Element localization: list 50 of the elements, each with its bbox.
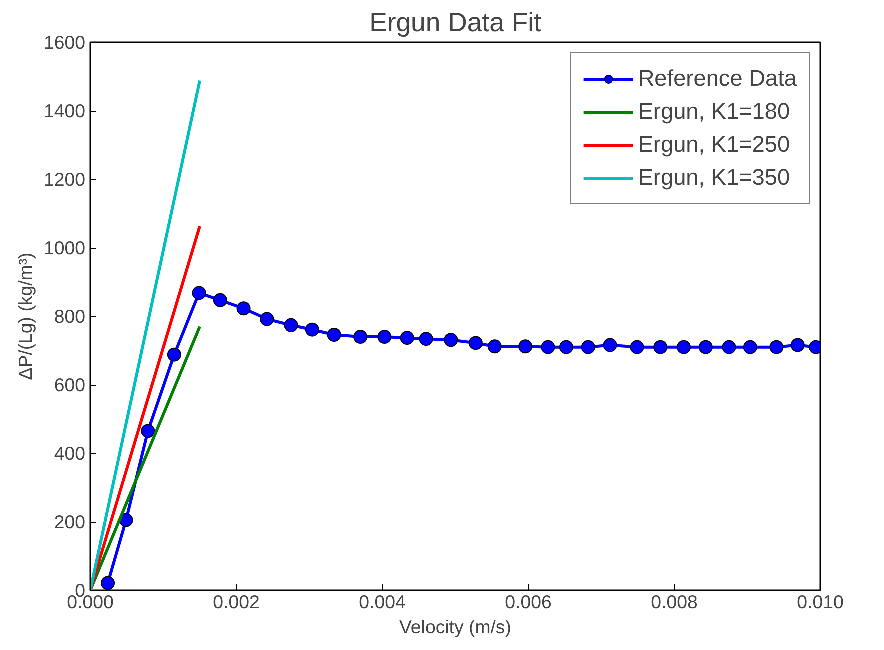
legend-label: Reference Data	[638, 65, 797, 92]
x-tick-label: 0.002	[213, 592, 260, 612]
y-tick-label: 1000	[44, 238, 86, 258]
legend-label: Ergun, K1=350	[638, 164, 790, 191]
point	[518, 340, 533, 354]
point	[284, 318, 298, 332]
x-axis-title: Velocity (m/s)	[400, 616, 512, 638]
point	[260, 312, 274, 326]
point	[378, 330, 392, 344]
x-tick-label: 0.010	[797, 592, 844, 612]
y-tick-label: 1200	[44, 169, 86, 190]
point	[213, 293, 228, 308]
legend-label: Ergun, K1=250	[638, 131, 790, 158]
y-tick-label: 1600	[44, 32, 86, 53]
point	[654, 340, 668, 354]
x-tick-label: 0.004	[359, 592, 406, 612]
point	[790, 338, 805, 352]
y-tick-label: 600	[54, 374, 86, 396]
point	[400, 331, 414, 346]
y-tick-label: 400	[54, 443, 86, 464]
point	[676, 340, 691, 354]
y-axis-title: ΔP/(Lg) (kg/m³)	[14, 252, 36, 380]
point	[559, 340, 574, 354]
point	[630, 340, 644, 354]
point	[101, 576, 116, 590]
point	[722, 340, 736, 354]
point	[743, 340, 758, 354]
legend-label: Ergun, K1=180	[638, 98, 790, 125]
y-tick-label: 1400	[44, 100, 86, 122]
point	[419, 332, 434, 346]
x-tick-label: 0.006	[505, 592, 552, 612]
point	[770, 340, 784, 354]
point	[305, 322, 320, 337]
point	[603, 338, 618, 352]
y-tick-label: 200	[54, 512, 86, 532]
point	[581, 340, 596, 354]
x-tick-label: 0.008	[651, 592, 698, 612]
point	[192, 286, 206, 300]
point	[468, 336, 483, 350]
point	[488, 340, 502, 354]
point	[327, 328, 342, 342]
point	[698, 340, 713, 354]
point	[141, 424, 156, 438]
point	[167, 348, 182, 362]
point	[354, 330, 368, 344]
chart-title: Ergun Data Fit	[370, 8, 542, 38]
point	[541, 340, 556, 354]
y-tick-label: 800	[54, 306, 86, 327]
point	[444, 333, 458, 348]
point	[236, 302, 251, 316]
